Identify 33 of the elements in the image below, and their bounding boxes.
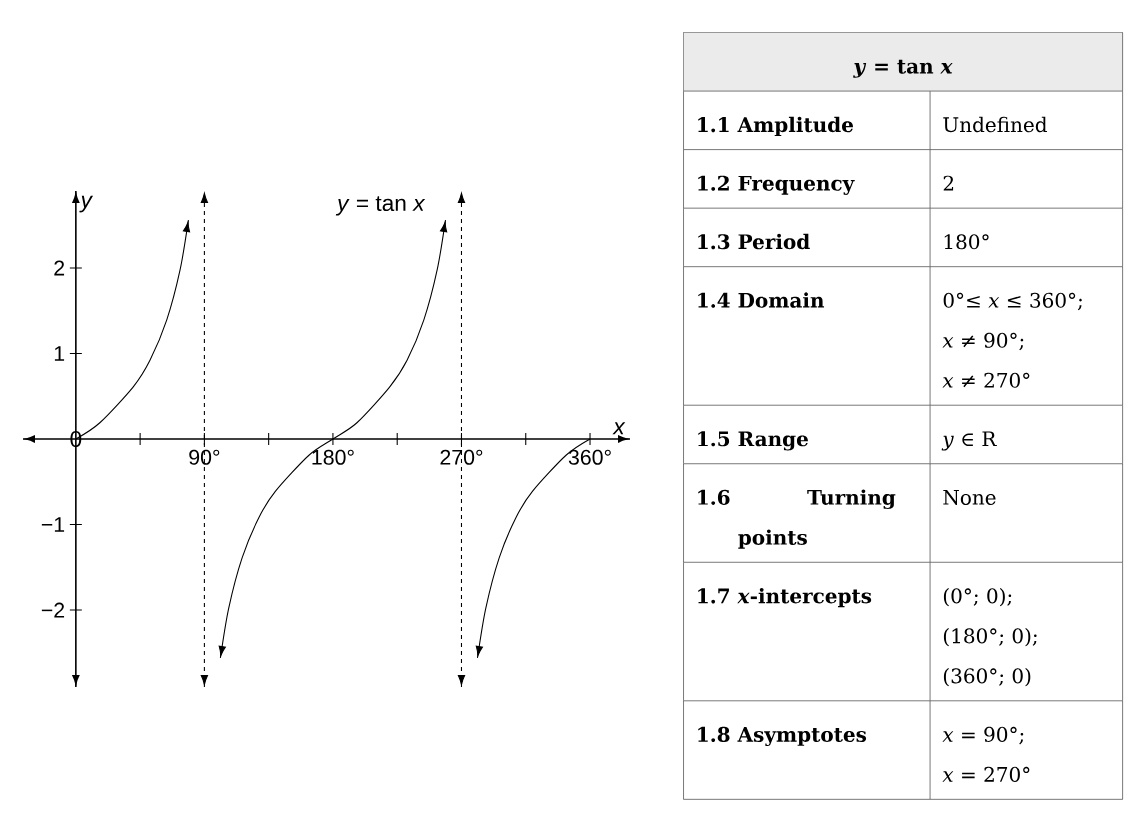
category-label: 1.5 Range xyxy=(698,431,808,451)
y-tick-label: −1 xyxy=(41,517,65,532)
annotation: y = tan x xyxy=(335,196,426,216)
text: None xyxy=(943,490,996,505)
y-tick-label: 1 xyxy=(54,346,65,361)
text: (0°; 0); xyxy=(943,587,1012,607)
category-label: 1.6 Turning points xyxy=(698,489,896,549)
x-tick-label: 270° xyxy=(440,449,483,465)
text: x = 90°; xyxy=(942,726,1024,745)
category-label: 1.3 Period xyxy=(698,233,810,250)
text: x = 270° xyxy=(942,766,1030,782)
category-label: 1.7 x-intercepts xyxy=(698,587,872,608)
text: y ∈ R xyxy=(941,431,997,451)
x-axis-title: x xyxy=(612,422,626,435)
text: x ≠ 90°; xyxy=(942,332,1024,351)
x-tick-label: 360° xyxy=(568,449,611,465)
category-label: 1.1 Amplitude xyxy=(698,116,854,137)
text: (360°; 0) xyxy=(943,667,1031,687)
text: y = tan x xyxy=(853,59,953,78)
category-label: 1.8 Asymptotes xyxy=(698,726,867,747)
y-tick-label: 2 xyxy=(54,260,65,276)
text: Undefined xyxy=(943,116,1047,133)
text: x ≠ 270° xyxy=(942,372,1030,388)
y-axis-title: y xyxy=(79,195,94,213)
text: 180° xyxy=(944,234,989,250)
y-tick-label: −2 xyxy=(41,602,65,618)
text: 2 xyxy=(943,175,954,191)
category-label: 1.2 Frequency xyxy=(698,175,855,195)
text: (180°; 0); xyxy=(943,627,1037,647)
text: 0°≤ x ≤ 360°; xyxy=(943,292,1082,311)
x-tick-label: 90° xyxy=(189,449,220,465)
category-label: 1.4 Domain xyxy=(698,292,825,308)
x-tick-label: 180° xyxy=(312,449,354,465)
